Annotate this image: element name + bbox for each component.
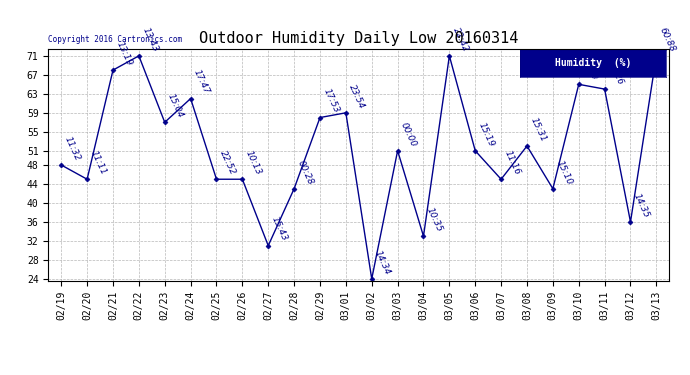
Text: 00:28: 00:28 (295, 159, 315, 186)
Text: 15:43: 15:43 (270, 216, 289, 243)
Text: 00:00: 00:00 (399, 121, 418, 148)
Text: 15:10: 15:10 (554, 159, 573, 186)
Text: 15:04: 15:04 (166, 92, 186, 120)
Text: 17:47: 17:47 (192, 68, 211, 96)
Text: 14:35: 14:35 (632, 192, 651, 219)
Text: Copyright 2016 Cartronics.com: Copyright 2016 Cartronics.com (48, 35, 182, 44)
Text: 22:52: 22:52 (218, 149, 237, 177)
Text: 15:31: 15:31 (529, 116, 548, 143)
Text: 17:53: 17:53 (322, 87, 341, 115)
Text: 10:35: 10:35 (425, 206, 444, 233)
Text: 14:34: 14:34 (373, 249, 393, 276)
Text: 12:26: 12:26 (606, 59, 625, 86)
Text: 10:13: 10:13 (244, 149, 263, 177)
Title: Outdoor Humidity Daily Low 20160314: Outdoor Humidity Daily Low 20160314 (199, 31, 518, 46)
Text: 15:19: 15:19 (477, 121, 496, 148)
Text: 23:54: 23:54 (347, 82, 366, 110)
Text: 22:42: 22:42 (451, 26, 470, 53)
Text: 60:88: 60:88 (658, 26, 677, 53)
Text: 13:43: 13:43 (140, 26, 159, 53)
Text: 13:19: 13:19 (115, 40, 134, 68)
Text: 11:16: 11:16 (502, 149, 522, 177)
Text: 11:32: 11:32 (63, 135, 82, 162)
Text: 11:10: 11:10 (580, 54, 600, 81)
Text: 11:11: 11:11 (88, 149, 108, 177)
